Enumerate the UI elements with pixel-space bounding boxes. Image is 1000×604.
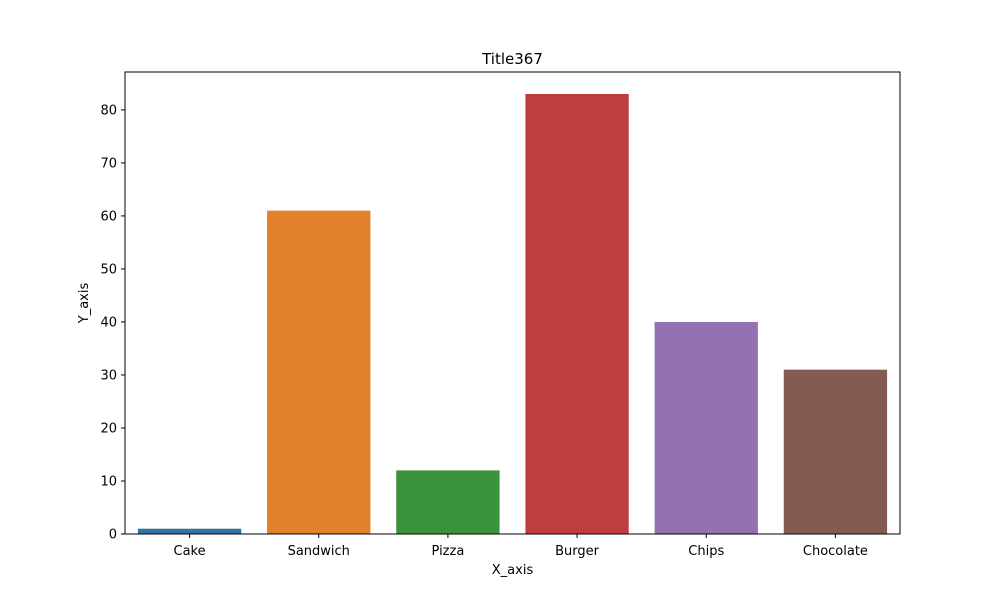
x-tick-label: Chocolate <box>803 544 868 559</box>
x-tick-label: Chips <box>688 544 724 559</box>
x-tick-label: Pizza <box>432 544 465 559</box>
y-tick-label: 10 <box>100 474 117 489</box>
chart-title: Title367 <box>481 50 543 68</box>
x-axis-ticks: Cake Sandwich Pizza Burger Chips Chocolate <box>174 534 868 559</box>
x-tick-label: Cake <box>174 544 206 559</box>
y-tick-label: 60 <box>100 209 117 224</box>
plot-frame <box>124 71 901 535</box>
x-tick-label: Sandwich <box>288 544 350 559</box>
x-tick-label: Burger <box>555 544 600 559</box>
x-axis-label: X_axis <box>492 563 534 578</box>
y-tick-label: 30 <box>100 368 117 383</box>
bar-sandwich <box>267 210 371 534</box>
y-tick-label: 70 <box>100 156 117 171</box>
y-tick-label: 50 <box>100 262 117 277</box>
y-axis-label: Y_axis <box>77 283 92 325</box>
bars-layer <box>137 94 888 534</box>
y-tick-label: 0 <box>109 528 117 543</box>
y-axis-ticks: 0 10 20 30 40 50 60 70 80 <box>100 103 125 543</box>
bar-chips <box>654 321 758 534</box>
y-tick-label: 40 <box>100 315 117 330</box>
y-tick-label: 80 <box>100 103 117 118</box>
y-tick-label: 20 <box>100 421 117 436</box>
bar-pizza <box>396 470 500 534</box>
bar-chocolate <box>783 369 888 534</box>
bar-burger <box>525 94 629 534</box>
bar-cake <box>137 528 242 534</box>
